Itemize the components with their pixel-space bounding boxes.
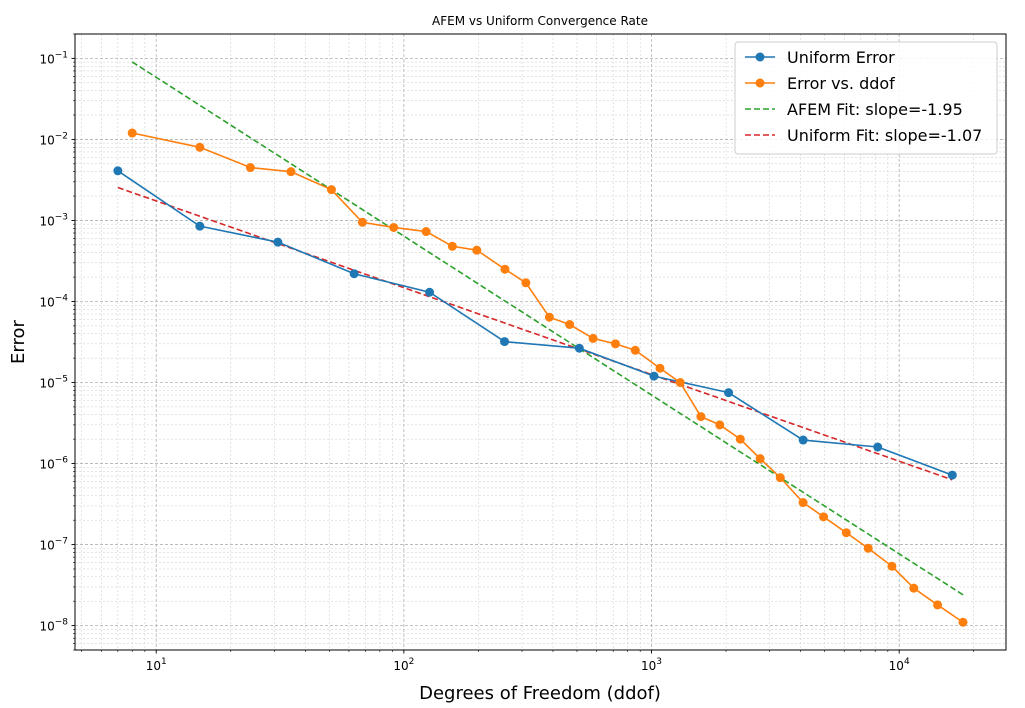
y-tick-label: 10−4 <box>39 293 68 309</box>
y-tick-label: 10−2 <box>39 131 68 147</box>
data-point <box>326 185 336 195</box>
data-point <box>565 319 575 329</box>
data-point <box>755 454 765 464</box>
data-point <box>819 512 829 522</box>
data-point <box>775 473 785 483</box>
data-point <box>544 312 554 322</box>
data-point <box>675 378 685 388</box>
data-point <box>947 470 957 480</box>
x-tick-label: 101 <box>146 657 167 673</box>
data-point <box>715 420 725 430</box>
data-point <box>735 434 745 444</box>
data-point <box>958 617 968 627</box>
data-point <box>472 245 482 255</box>
data-point <box>798 498 808 508</box>
legend-entry: AFEM Fit: slope=-1.95 <box>787 100 963 119</box>
series-line-0 <box>117 170 953 476</box>
legend-entry: Uniform Fit: slope=-1.07 <box>787 126 982 145</box>
legend-marker <box>755 78 765 88</box>
data-point <box>655 363 665 373</box>
data-point <box>357 217 367 227</box>
series-1 <box>127 128 968 627</box>
x-axis-label: Degrees of Freedom (ddof) <box>419 683 661 704</box>
data-point <box>245 163 255 173</box>
series-line-1 <box>132 132 964 623</box>
data-point <box>500 264 510 274</box>
grid <box>75 33 1006 651</box>
x-tick-label: 103 <box>641 657 662 673</box>
y-tick-label: 10−6 <box>39 456 68 472</box>
data-point <box>195 142 205 152</box>
data-point <box>863 543 873 553</box>
data-point <box>349 269 359 279</box>
data-point <box>500 337 510 347</box>
series <box>113 128 968 627</box>
data-point <box>273 237 283 247</box>
data-point <box>574 343 584 353</box>
data-point <box>933 600 943 610</box>
data-point <box>127 128 137 138</box>
data-point <box>389 222 399 232</box>
legend-entry: Error vs. ddof <box>787 74 895 93</box>
data-point <box>798 435 808 445</box>
data-point <box>724 388 734 398</box>
data-point <box>696 412 706 422</box>
data-point <box>421 227 431 237</box>
legend: Uniform Error Error vs. ddof AFEM Fit: slo… <box>734 41 998 155</box>
data-point <box>610 339 620 349</box>
y-tick-label: 10−3 <box>39 212 68 228</box>
data-point <box>286 167 296 177</box>
data-point <box>630 345 640 355</box>
legend-box <box>734 41 998 155</box>
data-point <box>873 442 883 452</box>
legend-entry: Uniform Error <box>787 48 895 67</box>
plot-frame <box>74 33 1007 651</box>
data-point <box>113 166 123 176</box>
x-tick-label: 102 <box>393 657 414 673</box>
data-point <box>195 221 205 231</box>
ticks: 101 102 103 104 10−8 10−7 10−6 10−5 10−4 10−3 10−2… <box>39 33 975 673</box>
data-point <box>425 287 435 297</box>
data-point <box>521 278 531 288</box>
x-tick-label: 104 <box>889 657 910 673</box>
legend-marker <box>755 52 765 62</box>
data-point <box>649 371 659 381</box>
data-point <box>887 561 897 571</box>
y-axis-label: Error <box>8 319 29 363</box>
fit-lines <box>117 61 964 596</box>
data-point <box>447 241 457 251</box>
fit-line-3 <box>117 186 953 481</box>
y-tick-label: 10−5 <box>39 375 68 391</box>
y-tick-label: 10−1 <box>39 50 68 66</box>
data-point <box>588 333 598 343</box>
data-point <box>841 528 851 538</box>
series-0 <box>113 166 957 480</box>
y-tick-label: 10−7 <box>39 537 68 553</box>
fit-line-2 <box>131 61 964 596</box>
y-tick-label: 10−8 <box>39 618 68 634</box>
chart-title: AFEM vs Uniform Convergence Rate <box>432 14 648 28</box>
data-point <box>909 583 919 593</box>
